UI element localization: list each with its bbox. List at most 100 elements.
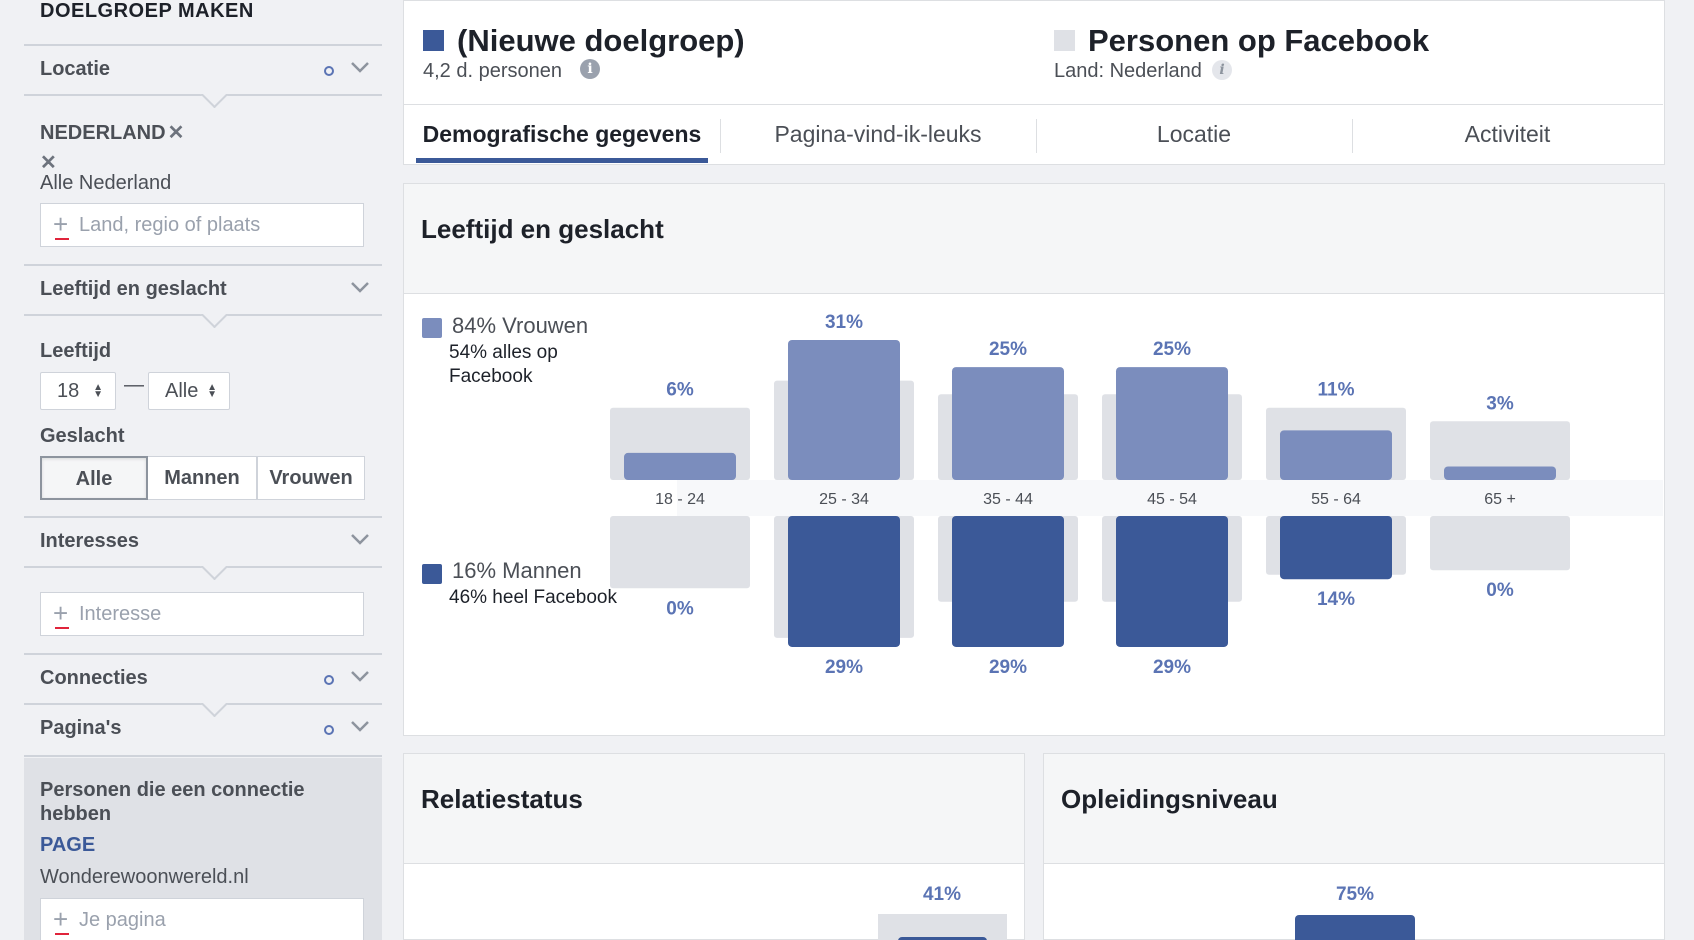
education-bar-label: 75% xyxy=(1335,884,1375,905)
women-share: 84% Vrouwen xyxy=(452,313,589,338)
comparison-title: Personen op Facebook xyxy=(1088,23,1430,58)
tab-page-likes[interactable]: Pagina-vind-ik-leuks xyxy=(774,121,982,147)
facebook-men-bar xyxy=(1430,516,1570,571)
age-category-label: 65 + xyxy=(1484,491,1516,508)
women-bar xyxy=(788,340,900,480)
age-category-label: 25 - 34 xyxy=(819,491,869,508)
section-interests-title: Interesses xyxy=(40,530,139,552)
women-value-label: 11% xyxy=(1318,380,1355,401)
chevron-down-icon[interactable] xyxy=(350,669,370,683)
women-value-label: 6% xyxy=(666,380,694,401)
women-legend-swatch xyxy=(422,318,442,338)
audience-header: (Nieuwe doelgroep) 4,2 d. personen i Per… xyxy=(403,0,1665,165)
age-gender-panel: Leeftijd en geslacht 84% Vrouwen 54% all… xyxy=(403,183,1665,736)
age-category-label: 35 - 44 xyxy=(983,491,1033,508)
age-min-select[interactable]: 18 ▲ ▼ xyxy=(40,372,116,410)
men-value-label: 0% xyxy=(1486,580,1514,601)
interest-input[interactable]: + Interesse xyxy=(40,592,364,636)
audience-title: (Nieuwe doelgroep) xyxy=(457,23,745,58)
audience-size: 4,2 d. personen xyxy=(423,60,562,82)
men-value-label: 14% xyxy=(1317,589,1355,610)
men-bar xyxy=(952,516,1064,647)
women-facebook-share: 54% alles op Facebook xyxy=(449,342,558,387)
gender-option-women[interactable]: Vrouwen xyxy=(257,456,365,500)
gender-option-all[interactable]: Alle xyxy=(40,456,148,500)
men-share: 16% Mannen xyxy=(452,558,582,583)
tab-activity[interactable]: Activiteit xyxy=(1464,121,1551,147)
men-value-label: 29% xyxy=(1153,657,1191,678)
men-legend-swatch xyxy=(422,564,442,584)
men-bar xyxy=(1116,516,1228,647)
comparison-subtitle: Land: Nederland xyxy=(1054,60,1202,82)
section-location-header[interactable]: Locatie xyxy=(24,44,382,96)
info-icon[interactable]: i xyxy=(1212,60,1232,80)
connected-people-label: Personen die een connectie hebben xyxy=(40,779,305,825)
plus-icon: + xyxy=(53,209,70,240)
page-name: Wonderewoonwereld.nl xyxy=(40,866,249,888)
age-category-label: 18 - 24 xyxy=(655,491,705,508)
age-range-separator: — xyxy=(124,374,144,396)
facebook-men-bar xyxy=(610,516,750,589)
section-pages-header[interactable]: Pagina's xyxy=(24,705,382,757)
pages-connection-box: Personen die een connectie hebben PAGE W… xyxy=(24,758,382,940)
page-type-label: PAGE xyxy=(40,834,96,856)
panel-header: Opleidingsniveau xyxy=(1044,754,1664,864)
section-interests-header[interactable]: Interesses xyxy=(24,516,382,568)
age-category-label: 45 - 54 xyxy=(1147,491,1197,508)
gender-label: Geslacht xyxy=(40,425,125,447)
relationship-panel: Relatiestatus 41% xyxy=(403,753,1025,940)
age-min-value: 18 xyxy=(57,380,80,402)
women-value-label: 31% xyxy=(825,312,863,333)
gender-option-men[interactable]: Mannen xyxy=(148,456,257,500)
info-icon[interactable]: i xyxy=(580,59,600,79)
status-dot-icon xyxy=(324,66,334,76)
men-value-label: 0% xyxy=(666,598,694,619)
men-value-label: 29% xyxy=(989,657,1027,678)
select-arrows-icon: ▲ ▼ xyxy=(207,382,217,400)
tab-location[interactable]: Locatie xyxy=(1156,121,1232,147)
plus-icon: + xyxy=(53,598,70,629)
men-bar xyxy=(788,516,900,647)
age-label: Leeftijd xyxy=(40,340,112,362)
plus-icon: + xyxy=(53,904,70,935)
status-dot-icon xyxy=(324,725,334,735)
age-gender-chart: 6% 0% 18 - 24 31% 29% 25 - 34 25% 29% 35 - 44 25%… xyxy=(610,312,1663,678)
section-location-title: Locatie xyxy=(40,58,111,80)
panel-title: Leeftijd en geslacht xyxy=(421,214,664,244)
page-input[interactable]: + Je pagina xyxy=(40,898,364,940)
location-scope: Alle Nederland xyxy=(40,172,172,194)
age-max-value: Alle xyxy=(165,380,199,402)
age-axis-band xyxy=(677,480,1663,516)
remove-country-icon[interactable]: ✕ xyxy=(167,122,185,144)
active-tab-indicator xyxy=(416,158,708,163)
chevron-down-icon[interactable] xyxy=(350,60,370,74)
section-age-gender-header[interactable]: Leeftijd en geslacht xyxy=(24,264,382,316)
location-input[interactable]: + Land, regio of plaats xyxy=(40,203,364,247)
select-arrows-icon: ▲ ▼ xyxy=(93,382,103,400)
chevron-down-icon[interactable] xyxy=(350,280,370,294)
tab-demographics[interactable]: Demografische gegevens xyxy=(422,121,702,147)
women-bar xyxy=(1444,466,1556,480)
men-value-label: 29% xyxy=(825,657,863,678)
remove-location-icon[interactable]: ✕ xyxy=(40,152,57,174)
panel-title: Relatiestatus xyxy=(421,784,583,814)
tab-bar: Demografische gegevens Pagina-vind-ik-le… xyxy=(404,104,1663,164)
women-bar xyxy=(1116,367,1228,480)
relationship-bar-background xyxy=(878,914,1007,940)
section-connections-header[interactable]: Connecties xyxy=(24,653,382,705)
women-bar xyxy=(1280,430,1392,480)
age-category-label: 55 - 64 xyxy=(1311,491,1361,508)
page-input-placeholder: Je pagina xyxy=(79,909,166,931)
panel-header: Leeftijd en geslacht xyxy=(404,184,1664,294)
age-max-select[interactable]: Alle ▲ ▼ xyxy=(148,372,230,410)
audience-sidebar: DOELGROEP MAKEN Locatie NEDERLAND ✕ ✕ All… xyxy=(24,0,382,940)
men-facebook-share: 46% heel Facebook xyxy=(449,587,617,608)
men-bar xyxy=(1280,516,1392,580)
sidebar-title: DOELGROEP MAKEN xyxy=(40,0,254,22)
section-age-gender-title: Leeftijd en geslacht xyxy=(40,278,227,300)
section-pages-title: Pagina's xyxy=(40,717,122,739)
relationship-bar xyxy=(898,937,987,940)
chevron-down-icon[interactable] xyxy=(350,719,370,733)
chevron-down-icon[interactable] xyxy=(350,532,370,546)
women-value-label: 25% xyxy=(989,339,1027,360)
